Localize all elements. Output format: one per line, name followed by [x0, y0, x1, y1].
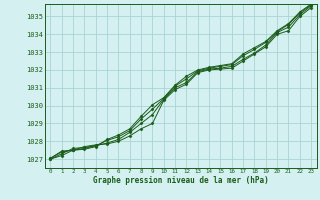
X-axis label: Graphe pression niveau de la mer (hPa): Graphe pression niveau de la mer (hPa): [93, 176, 269, 185]
